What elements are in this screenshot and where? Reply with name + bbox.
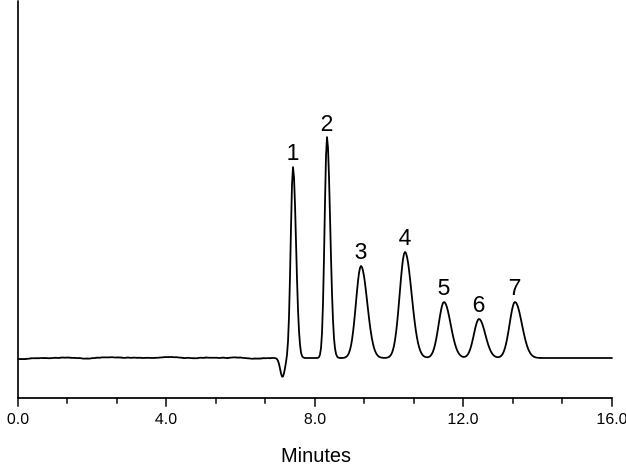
svg-text:7: 7	[509, 274, 522, 300]
svg-text:3: 3	[355, 238, 368, 264]
svg-text:6: 6	[473, 291, 486, 317]
svg-text:1: 1	[287, 139, 300, 165]
svg-text:4.0: 4.0	[155, 411, 177, 428]
svg-text:0.0: 0.0	[7, 411, 29, 428]
svg-text:12.0: 12.0	[447, 411, 478, 428]
svg-text:16.0: 16.0	[596, 411, 626, 428]
svg-text:Minutes: Minutes	[281, 445, 351, 466]
svg-text:4: 4	[399, 224, 412, 250]
svg-text:5: 5	[438, 274, 451, 300]
svg-text:2: 2	[321, 110, 334, 136]
svg-text:8.0: 8.0	[304, 411, 326, 428]
